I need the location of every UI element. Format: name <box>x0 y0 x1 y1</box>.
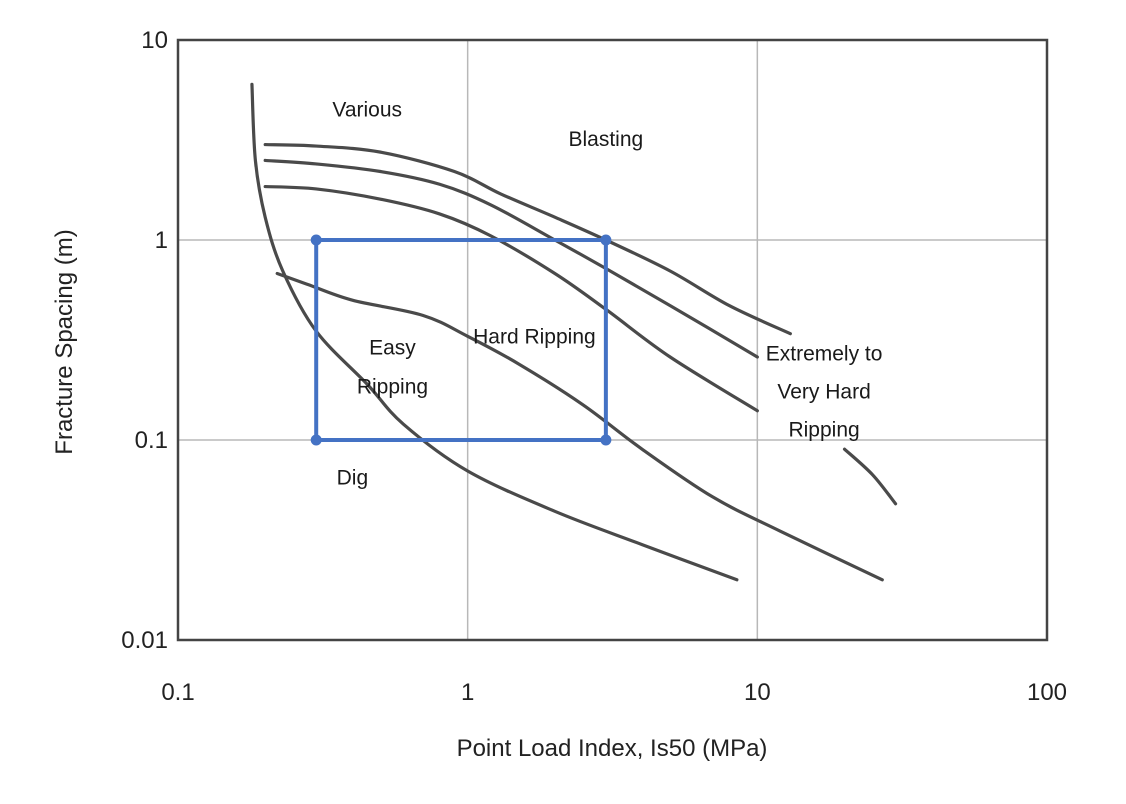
y-tick-label: 0.01 <box>121 627 168 654</box>
x-axis-title: Point Load Index, Is50 (MPa) <box>457 735 768 762</box>
x-tick-label: 1 <box>461 679 474 706</box>
y-tick-label: 1 <box>155 227 168 254</box>
region-label: Ripping <box>788 418 859 441</box>
boundary-curve-5 <box>263 142 792 336</box>
region-label: Various <box>332 98 402 121</box>
y-tick-label: 10 <box>141 27 168 54</box>
y-tick-label: 0.1 <box>135 427 168 454</box>
boundary-curve-3 <box>263 184 759 413</box>
region-label: Easy <box>369 337 416 360</box>
annotations: Various Blasting Hard Ripping Easy Ripping Ex… <box>332 98 882 489</box>
region-label: Dig <box>337 466 369 489</box>
y-axis-title: Fracture Spacing (m) <box>51 229 78 454</box>
boundary-curve-1 <box>250 82 739 582</box>
highlight-corner-marker <box>310 234 322 246</box>
highlight-box <box>310 234 612 446</box>
region-label: Very Hard <box>777 380 870 403</box>
region-label: Hard Ripping <box>473 325 596 348</box>
boundary-curve-2 <box>275 271 884 582</box>
region-label: Blasting <box>569 128 644 151</box>
highlight-corner-marker <box>310 434 322 446</box>
boundary-curve-4 <box>263 158 759 359</box>
region-label: Ripping <box>357 376 428 399</box>
highlight-rectangle <box>314 238 608 442</box>
y-tick-labels: 0.01 0.1 1 10 <box>121 27 168 654</box>
x-tick-label: 0.1 <box>161 679 194 706</box>
x-tick-labels: 0.1 1 10 100 <box>161 679 1067 706</box>
region-label: Extremely to <box>766 343 883 366</box>
x-tick-label: 10 <box>744 679 771 706</box>
plot-frame <box>176 38 1049 642</box>
x-tick-label: 100 <box>1027 679 1067 706</box>
highlight-corner-marker <box>600 234 612 246</box>
boundary-curve-6 <box>842 447 898 506</box>
highlight-corner-marker <box>600 434 612 446</box>
